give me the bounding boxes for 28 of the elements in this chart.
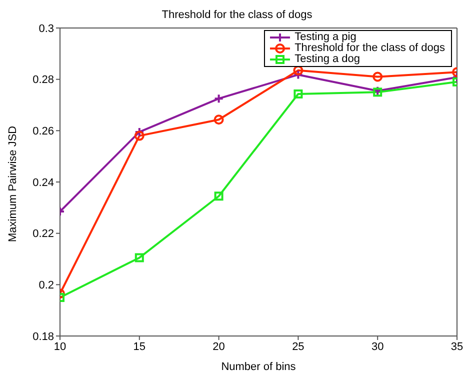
- y-tick-label: 0.2: [38, 280, 54, 292]
- point: [214, 192, 224, 201]
- x-tick-label: 35: [450, 340, 464, 353]
- chart-title: Threshold for the class of dogs: [160, 8, 314, 22]
- y-tick-label: 0.3: [38, 22, 54, 35]
- x-axis-title: Number of bins: [221, 361, 296, 373]
- point: [214, 94, 224, 104]
- y-tick-label: 0.24: [32, 176, 54, 189]
- y-tick-label: 0.28: [32, 74, 54, 86]
- x-tick-label: 15: [133, 340, 146, 353]
- x-tick-label: 25: [292, 340, 304, 353]
- point: [293, 70, 304, 80]
- x-tick-label: 10: [54, 340, 66, 353]
- point: [134, 253, 144, 262]
- legend-label: Threshold for the class of dogs: [294, 42, 445, 54]
- point: [294, 89, 303, 98]
- point: [134, 126, 144, 137]
- y-tick-label: 0.26: [32, 126, 54, 138]
- point: [372, 72, 383, 82]
- y-tick-label: 0.18: [32, 330, 54, 343]
- legend-label: Testing a dog: [294, 53, 360, 65]
- y-tick-label: 0.22: [32, 228, 54, 240]
- x-tick-label: 30: [371, 340, 384, 353]
- point: [214, 114, 224, 125]
- x-tick-label: 20: [212, 340, 225, 353]
- point: [134, 130, 144, 141]
- y-axis-title: Maximum Pairwise JSD: [6, 126, 19, 242]
- legend-label: Testing a pig: [294, 31, 356, 43]
